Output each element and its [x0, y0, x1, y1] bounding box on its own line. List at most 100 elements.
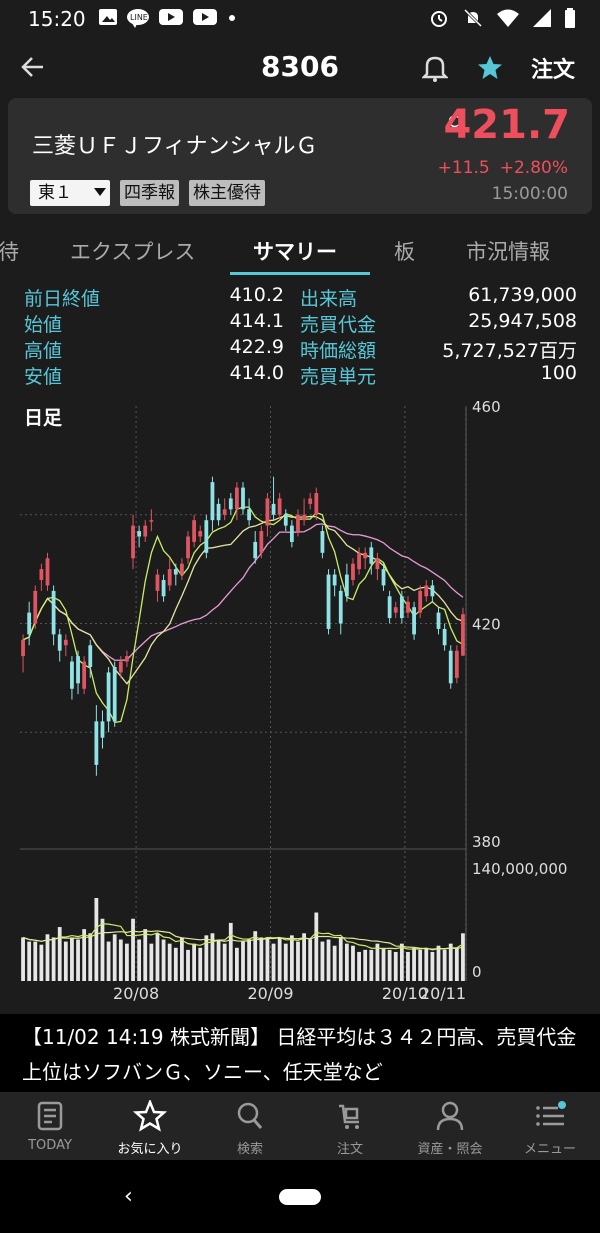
volume-bar	[357, 951, 361, 981]
candle	[259, 531, 264, 553]
volume-value: 61,739,000	[468, 284, 577, 306]
moving-average-line	[22, 523, 464, 661]
svg-text:LINE: LINE	[130, 13, 148, 22]
market-select[interactable]: 東１	[30, 180, 110, 206]
candle	[338, 590, 343, 624]
candle	[155, 574, 160, 591]
candle	[247, 509, 252, 521]
candle	[100, 721, 105, 738]
image-icon	[99, 9, 117, 25]
dot-icon	[229, 15, 235, 21]
volume-bar	[461, 933, 465, 981]
home-pill[interactable]	[279, 1189, 321, 1205]
candle	[21, 639, 25, 657]
tab-board[interactable]: 板	[394, 240, 415, 264]
volume-bar	[412, 947, 416, 981]
candle	[88, 645, 93, 667]
tab-express[interactable]: エクスプレス	[70, 240, 196, 264]
volume-bar	[204, 935, 209, 981]
back-arrow-icon[interactable]	[20, 54, 46, 80]
candle	[296, 514, 300, 532]
youtube-icon	[193, 9, 217, 25]
candle	[314, 493, 319, 515]
candle	[70, 661, 74, 689]
market-cap-value: 5,727,527百万	[442, 340, 577, 362]
volume-bar	[351, 945, 355, 981]
youtube-icon	[159, 9, 183, 25]
candle	[45, 558, 50, 586]
candle	[461, 614, 465, 656]
tab-partial[interactable]: 待	[0, 240, 19, 264]
moving-average-line	[22, 506, 464, 724]
candle	[222, 509, 227, 515]
notification-icons: LINE	[98, 8, 238, 28]
candle	[442, 628, 447, 646]
candle	[228, 498, 233, 510]
volume-bar	[436, 945, 441, 981]
trading-unit-value: 100	[540, 362, 577, 384]
bell-icon[interactable]	[422, 54, 448, 82]
nav-today[interactable]: TODAY	[0, 1100, 100, 1153]
nav-assets[interactable]: 資産・照会	[400, 1100, 500, 1157]
volume-bar	[149, 943, 154, 981]
candle	[106, 672, 111, 722]
alarm-icon	[431, 11, 447, 27]
nav-favorites[interactable]: お気に入り	[100, 1098, 200, 1157]
volume-bar	[454, 947, 459, 981]
volume-bar	[289, 935, 294, 981]
open-label: 始値	[24, 314, 63, 336]
x-tick-label: 20/11	[420, 984, 466, 1003]
candle	[125, 656, 129, 662]
shareholder-benefits-button[interactable]: 株主優待	[189, 180, 265, 206]
volume-bar	[308, 939, 313, 981]
active-tab-indicator	[230, 272, 370, 275]
volume-bar	[399, 943, 404, 981]
candle	[387, 596, 392, 619]
system-icons	[428, 8, 576, 28]
quote-row: 始値 414.1 売買代金 25,947,508	[0, 310, 600, 336]
candle	[137, 531, 142, 537]
back-chevron-icon[interactable]: ‹	[124, 1184, 133, 1209]
open-value: 414.1	[229, 310, 284, 332]
volume-bar	[228, 922, 233, 981]
volume-bar	[314, 912, 319, 981]
volume-bar	[271, 943, 276, 981]
volume-bar	[283, 943, 288, 981]
volume-bar	[76, 939, 80, 981]
nav-label: お気に入り	[117, 1142, 183, 1157]
nav-search[interactable]: 検索	[200, 1100, 300, 1157]
candle	[399, 596, 404, 619]
candle	[326, 574, 331, 629]
candle	[308, 498, 313, 504]
favorite-star-icon[interactable]	[476, 54, 504, 82]
volume-bar	[241, 941, 245, 981]
volume-bar	[94, 898, 99, 981]
nav-label: メニュー	[523, 1142, 576, 1157]
candle	[180, 563, 184, 575]
shikiho-button[interactable]: 四季報	[120, 180, 179, 206]
volume-bar	[216, 939, 221, 981]
candle	[406, 601, 410, 613]
candle	[63, 639, 68, 646]
quote-row: 安値 414.0 売買単元 100	[0, 362, 600, 388]
volume-average-line	[22, 923, 464, 951]
volume-bar	[118, 939, 123, 981]
line-app-icon: LINE	[127, 9, 149, 28]
nav-menu[interactable]: メニュー	[500, 1100, 600, 1157]
candle	[454, 650, 459, 678]
volume-bar	[180, 937, 184, 981]
tab-market-info[interactable]: 市況情報	[466, 240, 550, 264]
news-ticker[interactable]: 【11/02 14:19 株式新聞】 日経平均は３４２円高、売買代金上位はソフバ…	[0, 1014, 600, 1092]
quote-row: 高値 422.9 時価総額 5,727,527百万	[0, 336, 600, 362]
candle	[344, 574, 349, 597]
order-button[interactable]: 注文	[531, 58, 576, 83]
low-value: 414.0	[229, 362, 284, 384]
tab-summary[interactable]: サマリー	[253, 240, 337, 264]
volume-bar	[296, 941, 300, 981]
system-navigation-bar: ‹	[0, 1160, 600, 1233]
menu-list-icon	[536, 1101, 566, 1126]
candle	[448, 650, 453, 684]
nav-order[interactable]: 注文	[300, 1100, 400, 1157]
volume-bar	[51, 937, 56, 981]
